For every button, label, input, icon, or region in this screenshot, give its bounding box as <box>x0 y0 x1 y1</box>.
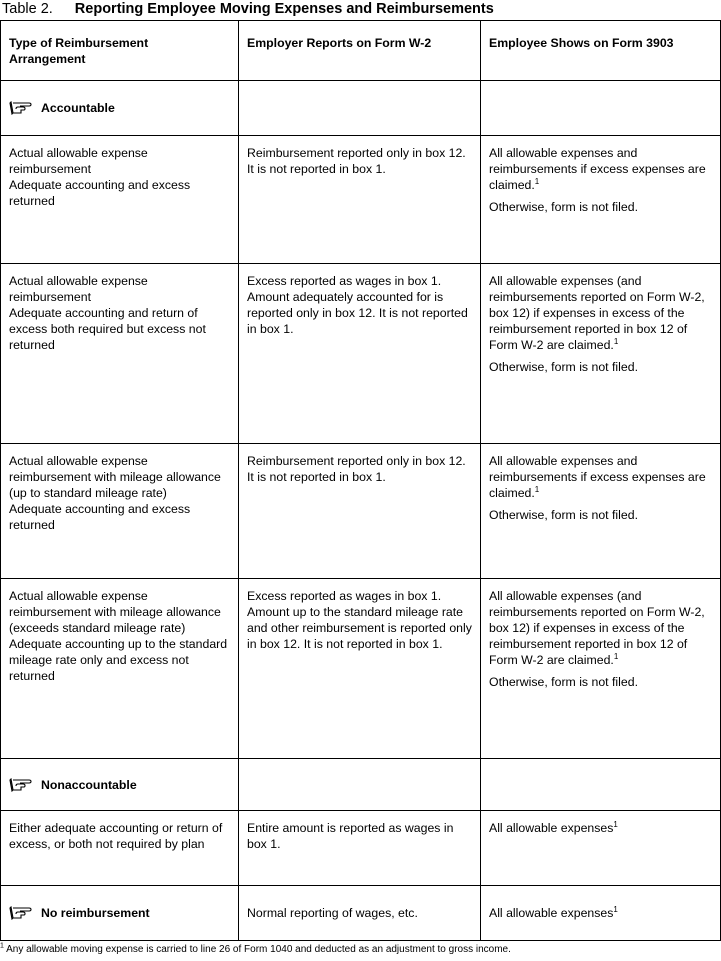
employee-text: All allowable expenses (and reimbursemen… <box>489 589 705 667</box>
employee-text: Otherwise, form is not filed. <box>489 675 638 689</box>
table-row: Actual allowable expense reimbursement Ad… <box>0 263 721 444</box>
section-row-accountable: Accountable <box>0 80 721 136</box>
employer-text: Reimbursement reported only in box 12. I… <box>247 146 466 176</box>
employee-text: All allowable expenses1 <box>489 819 618 835</box>
arrangement-text: Actual allowable expense reimbursement <box>9 274 148 304</box>
table-row: Actual allowable expense reimbursement Ad… <box>0 135 721 264</box>
table-row: Actual allowable expense reimbursement w… <box>0 443 721 579</box>
pointing-hand-icon <box>9 777 32 792</box>
employee-text: All allowable expenses1 <box>480 885 721 941</box>
section-label: Accountable <box>9 100 230 116</box>
section-row-no-reimbursement: No reimbursement Normal reporting of wage… <box>0 885 721 941</box>
employer-text: Excess reported as wages in box 1. Amoun… <box>247 274 468 336</box>
employee-text: All allowable expenses and reimbursement… <box>489 146 706 192</box>
arrangement-text: Actual allowable expense reimbursement <box>9 146 148 176</box>
table-number: Table 2. <box>2 1 53 17</box>
arrangement-text: Actual allowable expense reimbursement w… <box>9 454 221 500</box>
employee-text: All allowable expenses (and reimbursemen… <box>489 274 705 352</box>
table-title: Table 2. Reporting Employee Moving Expens… <box>2 0 494 18</box>
pointing-hand-icon <box>9 906 32 920</box>
arrangement-text: Either adequate accounting or return of … <box>9 821 223 851</box>
arrangement-text: Adequate accounting up to the standard m… <box>9 637 228 683</box>
footnote: 1 Any allowable moving expense is carrie… <box>0 942 511 955</box>
employee-text: Otherwise, form is not filed. <box>489 508 638 522</box>
pointing-hand-icon <box>9 101 32 115</box>
employer-text: Reimbursement reported only in box 12. I… <box>247 454 466 484</box>
employer-text: Normal reporting of wages, etc. <box>238 885 481 941</box>
table-name: Reporting Employee Moving Expenses and R… <box>74 1 494 17</box>
column-header: Employee Shows on Form 3903 <box>480 20 721 81</box>
column-header: Employer Reports on Form W-2 <box>238 20 481 81</box>
column-header: Type of Reimbursement Arrangement <box>0 20 239 81</box>
arrangement-text: Adequate accounting and return of excess… <box>9 306 206 352</box>
employer-text: Excess reported as wages in box 1. Amoun… <box>247 589 472 651</box>
section-label: Nonaccountable <box>9 777 230 793</box>
employer-text: Entire amount is reported as wages in bo… <box>247 821 454 851</box>
header-row: Type of Reimbursement Arrangement Employ… <box>0 20 721 81</box>
arrangement-text: Adequate accounting and excess returned <box>9 178 191 208</box>
arrangement-text: Actual allowable expense reimbursement w… <box>9 589 221 635</box>
arrangement-text: Adequate accounting and excess returned <box>9 502 191 532</box>
reimbursement-table: Type of Reimbursement Arrangement Employ… <box>0 20 721 941</box>
employee-text: Otherwise, form is not filed. <box>489 360 638 374</box>
section-row-nonaccountable: Nonaccountable <box>0 758 721 811</box>
employee-text: All allowable expenses and reimbursement… <box>489 454 706 500</box>
table-row: Either adequate accounting or return of … <box>0 810 721 886</box>
employee-text: Otherwise, form is not filed. <box>489 200 638 214</box>
table-row: Actual allowable expense reimbursement w… <box>0 578 721 759</box>
section-label: No reimbursement <box>9 905 230 921</box>
